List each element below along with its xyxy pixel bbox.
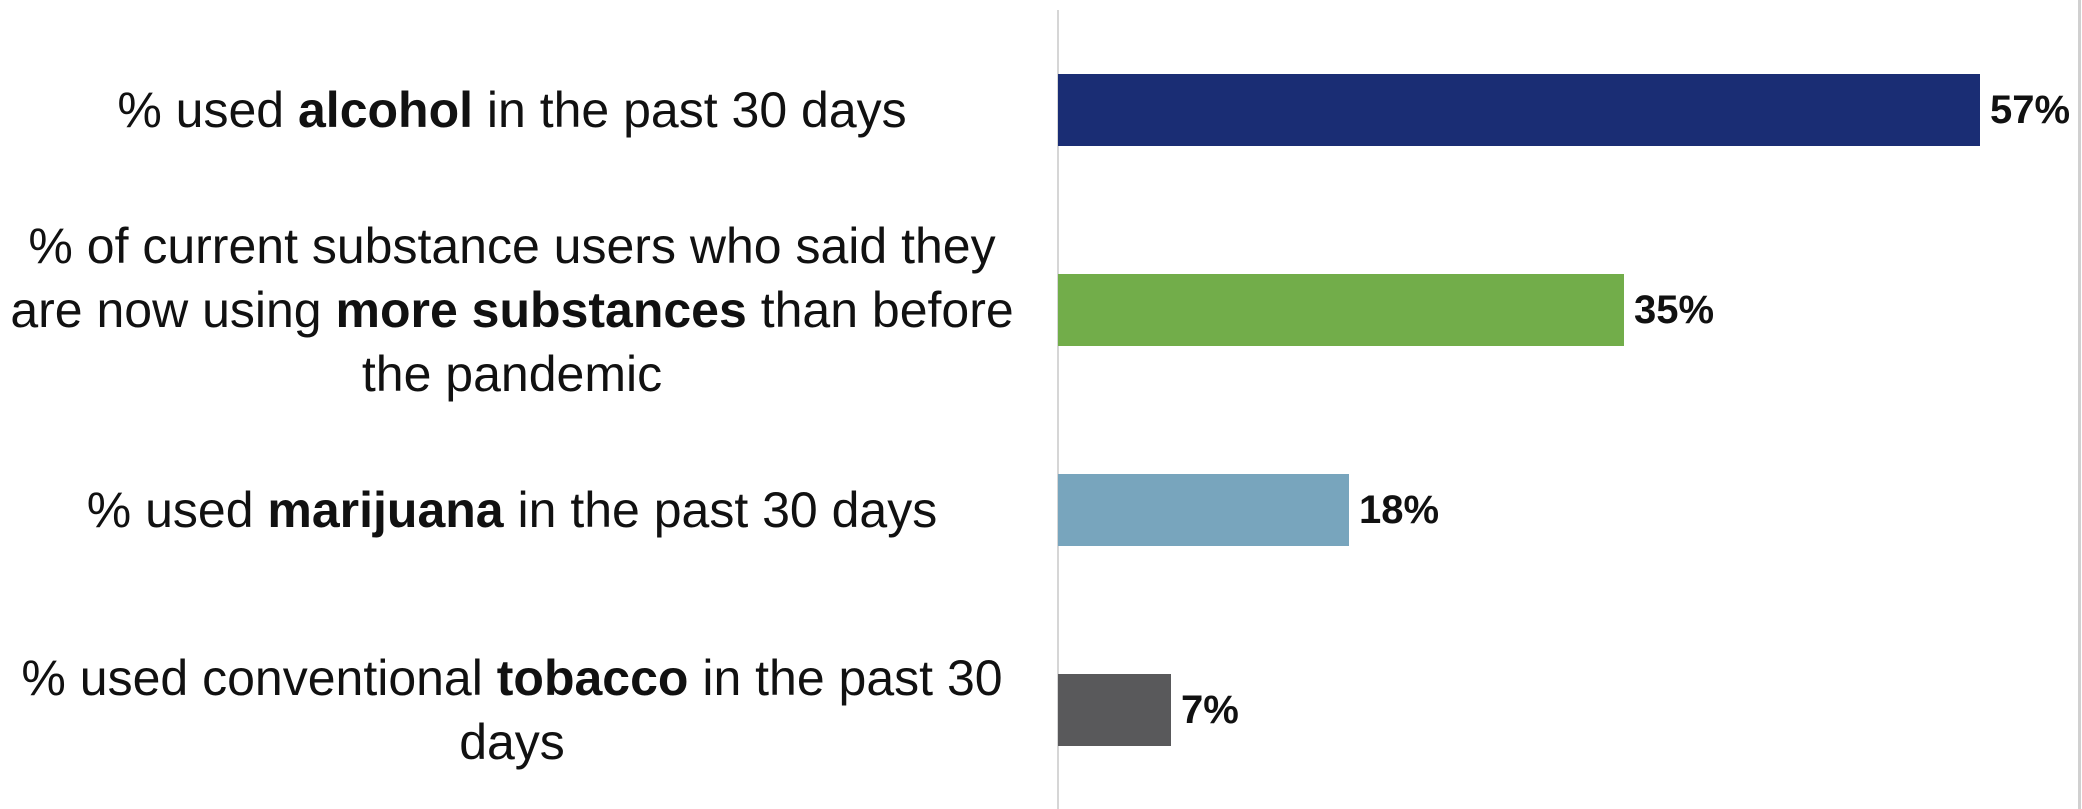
category-label: % used conventional tobacco in the past … bbox=[21, 650, 1003, 770]
data-label: 18% bbox=[1359, 488, 1440, 532]
category-label: % used marijuana in the past 30 days bbox=[86, 482, 938, 538]
category-label: % used alcohol in the past 30 days bbox=[117, 82, 907, 138]
category-axis-line bbox=[1057, 10, 1059, 809]
data-label: 7% bbox=[1181, 688, 1239, 732]
bar bbox=[1058, 74, 1980, 146]
frame-edge bbox=[2078, 0, 2081, 809]
bar bbox=[1058, 274, 1624, 346]
data-label: 35% bbox=[1634, 288, 1715, 332]
data-label: 57% bbox=[1990, 88, 2071, 132]
bar bbox=[1058, 474, 1349, 546]
bar bbox=[1058, 674, 1171, 746]
category-label: % of current substance users who said th… bbox=[10, 218, 1014, 402]
